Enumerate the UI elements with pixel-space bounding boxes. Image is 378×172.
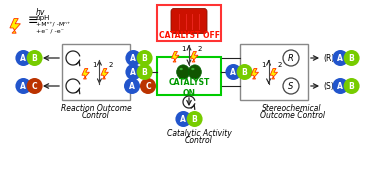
Bar (157, 57, 221, 95)
Circle shape (237, 64, 253, 80)
Text: 2: 2 (108, 62, 113, 68)
Text: Control: Control (185, 136, 213, 145)
Text: B: B (349, 53, 355, 62)
Text: Catalytic Activity: Catalytic Activity (167, 129, 231, 138)
Text: A: A (338, 82, 343, 90)
Circle shape (136, 50, 153, 66)
Text: A: A (130, 53, 136, 62)
Text: +Mⁿ⁺/ -Mⁿ⁺: +Mⁿ⁺/ -Mⁿ⁺ (36, 22, 70, 26)
Text: C: C (145, 82, 151, 90)
Text: B: B (142, 53, 147, 62)
Circle shape (283, 78, 299, 94)
Text: A: A (20, 82, 26, 90)
Circle shape (125, 64, 141, 80)
Text: (S)-: (S)- (323, 82, 336, 90)
Text: +e⁻ / -e⁻: +e⁻ / -e⁻ (36, 29, 64, 34)
Text: hv: hv (36, 8, 45, 17)
Text: 1: 1 (261, 62, 266, 68)
Text: B: B (349, 82, 355, 90)
Text: A: A (129, 82, 135, 90)
Text: Stereochemical: Stereochemical (262, 104, 322, 113)
Ellipse shape (188, 65, 201, 79)
Text: R: R (288, 53, 294, 62)
Polygon shape (82, 68, 90, 79)
Text: Reaction Outcome: Reaction Outcome (60, 104, 132, 113)
Text: B: B (242, 67, 248, 77)
Circle shape (136, 64, 153, 80)
Text: B: B (142, 67, 147, 77)
Text: (R)-: (R)- (323, 53, 337, 62)
Circle shape (332, 50, 349, 66)
Circle shape (225, 64, 242, 80)
Polygon shape (270, 68, 277, 79)
Text: 1: 1 (92, 62, 96, 68)
Text: A: A (338, 53, 343, 62)
Bar (157, 5, 221, 41)
Text: B: B (192, 115, 197, 123)
Circle shape (140, 78, 156, 94)
Circle shape (175, 111, 191, 127)
Circle shape (26, 50, 43, 66)
Ellipse shape (177, 65, 190, 79)
Text: C: C (32, 82, 37, 90)
Text: B: B (32, 53, 37, 62)
Text: 2: 2 (198, 46, 202, 52)
Circle shape (124, 78, 140, 94)
Ellipse shape (191, 68, 194, 70)
Circle shape (15, 50, 31, 66)
Circle shape (283, 50, 299, 66)
Text: A: A (130, 67, 136, 77)
Text: Outcome Control: Outcome Control (260, 111, 324, 120)
Circle shape (15, 78, 31, 94)
Bar (240, 44, 308, 100)
Circle shape (187, 111, 203, 127)
Text: 2: 2 (277, 62, 282, 68)
Polygon shape (10, 19, 20, 33)
Circle shape (344, 50, 359, 66)
Circle shape (125, 50, 141, 66)
Text: Control: Control (82, 111, 110, 120)
Text: S: S (288, 82, 294, 90)
Text: ≡: ≡ (28, 13, 39, 26)
Text: A: A (20, 53, 26, 62)
Text: 1: 1 (181, 46, 186, 52)
Text: CATALYST OFF: CATALYST OFF (158, 30, 220, 40)
Circle shape (26, 78, 43, 94)
Ellipse shape (180, 68, 183, 70)
Circle shape (332, 78, 349, 94)
Text: CATALYST
ON: CATALYST ON (168, 78, 210, 98)
Text: A: A (180, 115, 186, 123)
FancyBboxPatch shape (171, 8, 207, 34)
Text: ΔpH: ΔpH (36, 15, 50, 21)
Polygon shape (251, 68, 259, 79)
Polygon shape (101, 68, 108, 79)
Text: A: A (231, 67, 236, 77)
Bar (62, 44, 130, 100)
Circle shape (344, 78, 359, 94)
Polygon shape (172, 51, 179, 62)
Polygon shape (191, 51, 198, 62)
